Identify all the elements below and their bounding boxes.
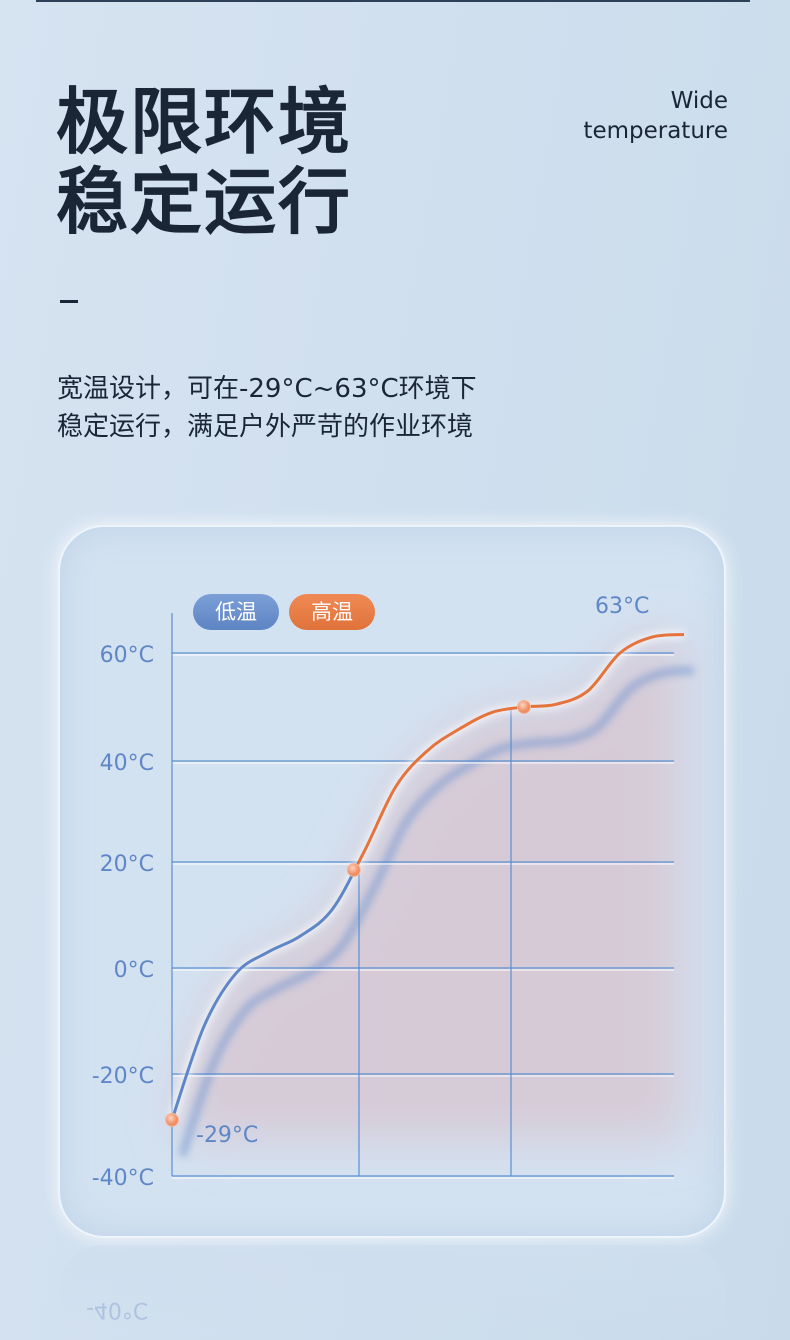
description-line-1: 宽温设计，可在-29°C~63°C环境下 xyxy=(57,374,477,404)
data-point-marker xyxy=(346,862,361,877)
description-line-2: 稳定运行，满足户外严苛的作业环境 xyxy=(57,412,474,442)
y-tick-label: 40°C xyxy=(100,751,154,776)
subtitle-line-1: Wide xyxy=(670,88,728,114)
min-temp-label: -29°C xyxy=(196,1123,258,1148)
english-subtitle: Wide temperature xyxy=(583,86,728,146)
y-tick-label: 60°C xyxy=(100,643,154,668)
title-line-1: 极限环境 xyxy=(56,80,353,164)
page-title: 极限环境 稳定运行 xyxy=(56,82,352,242)
y-tick-label: -20°C xyxy=(92,1064,154,1089)
data-point-marker xyxy=(517,700,531,714)
curve-shadow xyxy=(178,666,695,1158)
legend-high-temp: 高温 xyxy=(289,594,375,630)
card-reflection: -40°C xyxy=(58,1245,726,1340)
title-line-2: 稳定运行 xyxy=(56,160,353,244)
divider xyxy=(60,300,78,303)
data-point-marker xyxy=(165,1112,179,1127)
max-temp-label: 63°C xyxy=(595,594,649,619)
area-fill xyxy=(172,634,684,1140)
y-tick-label: 20°C xyxy=(100,852,154,877)
description: 宽温设计，可在-29°C~63°C环境下 稳定运行，满足户外严苛的作业环境 xyxy=(57,370,477,446)
low-temp-curve xyxy=(170,860,358,1121)
y-tick-label: 0°C xyxy=(114,958,154,983)
top-strip xyxy=(36,0,750,2)
subtitle-line-2: temperature xyxy=(583,118,728,144)
y-tick-label: -40°C xyxy=(92,1166,154,1191)
legend-low-temp: 低温 xyxy=(193,594,279,630)
high-temp-curve xyxy=(358,632,685,867)
